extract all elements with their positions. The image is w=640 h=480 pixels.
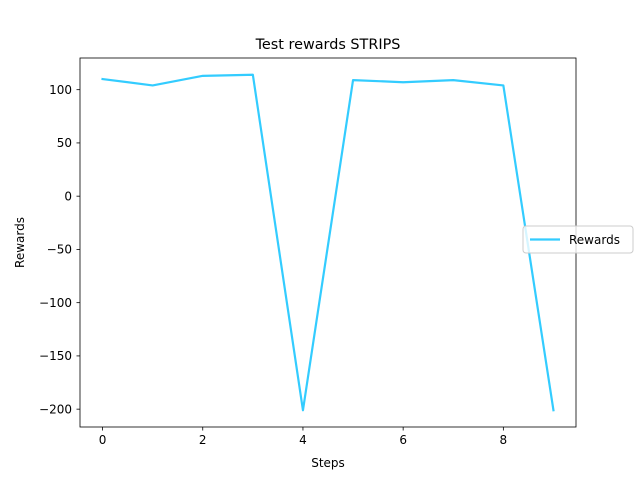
x-tick-label: 2 (199, 433, 207, 447)
y-tick-label: 100 (49, 83, 72, 97)
x-tick-label: 0 (99, 433, 107, 447)
y-tick-label: −50 (47, 243, 72, 257)
y-tick-label: −100 (39, 296, 72, 310)
legend: Rewards (522, 225, 634, 254)
series-line-0 (101, 73, 555, 412)
y-tick-label: 50 (57, 136, 72, 150)
y-axis-ticks: −200 −150 −100 −50 0 50 100 (39, 83, 80, 416)
x-tick-label: 8 (500, 433, 508, 447)
y-tick-label: −200 (39, 402, 72, 416)
series-layer (101, 73, 555, 412)
x-tick-label: 6 (399, 433, 407, 447)
legend-box (522, 225, 634, 254)
chart-title: Test rewards STRIPS (255, 37, 401, 53)
x-axis-label: Steps (311, 456, 345, 470)
y-axis-label: Rewards (13, 217, 27, 268)
x-tick-label: 4 (299, 433, 307, 447)
x-axis-ticks: 0 2 4 6 8 (99, 427, 507, 447)
legend-label: Rewards (569, 233, 620, 247)
y-tick-label: 0 (64, 189, 72, 203)
y-tick-label: −150 (39, 349, 72, 363)
